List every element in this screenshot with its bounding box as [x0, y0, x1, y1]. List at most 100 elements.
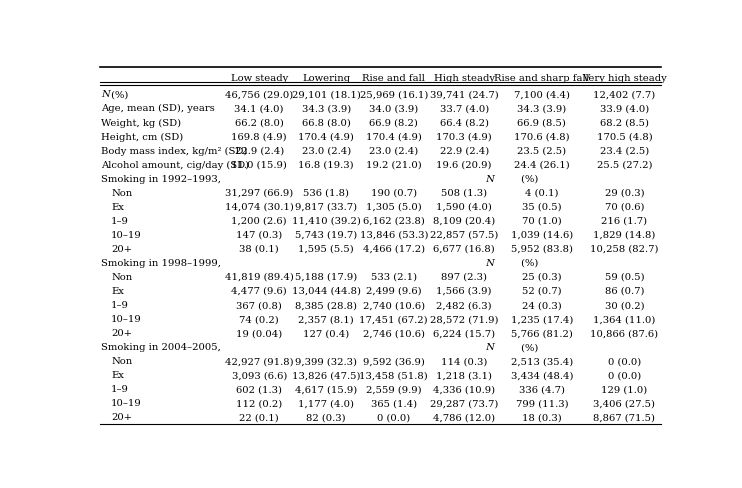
- Text: 74 (0.2): 74 (0.2): [240, 314, 279, 324]
- Text: 2,559 (9.9): 2,559 (9.9): [366, 385, 421, 393]
- Text: 5,766 (81.2): 5,766 (81.2): [511, 328, 573, 337]
- Text: 13,044 (44.8): 13,044 (44.8): [292, 286, 361, 295]
- Text: 9,399 (32.3): 9,399 (32.3): [295, 357, 357, 366]
- Text: 24.4 (26.1): 24.4 (26.1): [514, 160, 570, 169]
- Text: 22,857 (57.5): 22,857 (57.5): [430, 230, 499, 239]
- Text: 3,093 (6.6): 3,093 (6.6): [232, 370, 287, 380]
- Text: 66.8 (8.0): 66.8 (8.0): [302, 118, 351, 127]
- Text: 13,826 (47.5): 13,826 (47.5): [292, 370, 361, 380]
- Text: 10,866 (87.6): 10,866 (87.6): [591, 328, 658, 337]
- Text: 23.5 (2.5): 23.5 (2.5): [517, 146, 566, 155]
- Text: 13,458 (51.8): 13,458 (51.8): [359, 370, 428, 380]
- Text: 23.0 (2.4): 23.0 (2.4): [370, 146, 418, 155]
- Text: 129 (1.0): 129 (1.0): [601, 385, 648, 393]
- Text: 29,101 (18.1): 29,101 (18.1): [292, 90, 361, 99]
- Text: 46,756 (29.0): 46,756 (29.0): [225, 90, 293, 99]
- Text: 1,305 (5.0): 1,305 (5.0): [366, 203, 421, 211]
- Text: 24 (0.3): 24 (0.3): [522, 301, 562, 309]
- Text: 18 (0.3): 18 (0.3): [522, 412, 562, 422]
- Text: Non: Non: [111, 272, 132, 282]
- Text: 2,513 (35.4): 2,513 (35.4): [510, 357, 573, 366]
- Text: 1,829 (14.8): 1,829 (14.8): [593, 230, 656, 239]
- Text: 23.4 (2.5): 23.4 (2.5): [600, 146, 649, 155]
- Text: 33.7 (4.0): 33.7 (4.0): [439, 104, 489, 113]
- Text: 367 (0.8): 367 (0.8): [236, 301, 282, 309]
- Text: Body mass index, kg/m² (SD): Body mass index, kg/m² (SD): [101, 146, 247, 155]
- Text: 42,927 (91.8): 42,927 (91.8): [225, 357, 294, 366]
- Text: Rise and sharp fall: Rise and sharp fall: [494, 73, 589, 82]
- Text: 2,357 (8.1): 2,357 (8.1): [298, 314, 354, 324]
- Text: Non: Non: [111, 188, 132, 197]
- Text: High steady: High steady: [434, 73, 495, 82]
- Text: 508 (1.3): 508 (1.3): [441, 188, 487, 197]
- Text: 38 (0.1): 38 (0.1): [240, 244, 279, 253]
- Text: 30 (0.2): 30 (0.2): [605, 301, 644, 309]
- Text: Lowering: Lowering: [302, 73, 350, 82]
- Text: 1,590 (4.0): 1,590 (4.0): [436, 203, 492, 211]
- Text: 34.0 (3.9): 34.0 (3.9): [370, 104, 418, 113]
- Text: 20+: 20+: [111, 328, 132, 337]
- Text: 1,218 (3.1): 1,218 (3.1): [436, 370, 492, 380]
- Text: N: N: [483, 343, 495, 351]
- Text: N: N: [483, 174, 495, 183]
- Text: 170.3 (4.9): 170.3 (4.9): [436, 132, 492, 141]
- Text: 127 (0.4): 127 (0.4): [303, 328, 349, 337]
- Text: 35 (0.5): 35 (0.5): [522, 203, 562, 211]
- Text: 10,258 (82.7): 10,258 (82.7): [590, 244, 659, 253]
- Text: 20+: 20+: [111, 412, 132, 422]
- Text: 1,235 (17.4): 1,235 (17.4): [510, 314, 573, 324]
- Text: 23.0 (2.4): 23.0 (2.4): [301, 146, 351, 155]
- Text: 799 (11.3): 799 (11.3): [516, 399, 568, 407]
- Text: 10–19: 10–19: [111, 399, 142, 407]
- Text: 3,434 (48.4): 3,434 (48.4): [510, 370, 573, 380]
- Text: 11,410 (39.2): 11,410 (39.2): [292, 216, 361, 225]
- Text: 59 (0.5): 59 (0.5): [605, 272, 644, 282]
- Text: 19 (0.04): 19 (0.04): [236, 328, 283, 337]
- Text: 9,817 (33.7): 9,817 (33.7): [295, 203, 358, 211]
- Text: 16.8 (19.3): 16.8 (19.3): [298, 160, 354, 169]
- Text: 336 (4.7): 336 (4.7): [519, 385, 565, 393]
- Text: Non: Non: [111, 357, 132, 366]
- Text: 13,846 (53.3): 13,846 (53.3): [360, 230, 428, 239]
- Text: 39,741 (24.7): 39,741 (24.7): [430, 90, 499, 99]
- Text: Smoking in 1992–1993,: Smoking in 1992–1993,: [101, 174, 224, 183]
- Text: 28,572 (71.9): 28,572 (71.9): [430, 314, 499, 324]
- Text: 52 (0.7): 52 (0.7): [522, 286, 562, 295]
- Text: 5,188 (17.9): 5,188 (17.9): [295, 272, 358, 282]
- Text: 17,451 (67.2): 17,451 (67.2): [359, 314, 428, 324]
- Text: 147 (0.3): 147 (0.3): [236, 230, 283, 239]
- Text: Rise and fall: Rise and fall: [362, 73, 425, 82]
- Text: 536 (1.8): 536 (1.8): [303, 188, 349, 197]
- Text: 533 (2.1): 533 (2.1): [371, 272, 417, 282]
- Text: 25,969 (16.1): 25,969 (16.1): [360, 90, 428, 99]
- Text: (%): (%): [108, 90, 128, 99]
- Text: 897 (2.3): 897 (2.3): [441, 272, 487, 282]
- Text: Ex: Ex: [111, 203, 124, 211]
- Text: 112 (0.2): 112 (0.2): [236, 399, 283, 407]
- Text: 14,074 (30.1): 14,074 (30.1): [225, 203, 294, 211]
- Text: 12,402 (7.7): 12,402 (7.7): [594, 90, 655, 99]
- Text: 34.1 (4.0): 34.1 (4.0): [234, 104, 284, 113]
- Text: 11.0 (15.9): 11.0 (15.9): [232, 160, 287, 169]
- Text: 2,740 (10.6): 2,740 (10.6): [363, 301, 425, 309]
- Text: 2,746 (10.6): 2,746 (10.6): [363, 328, 424, 337]
- Text: Height, cm (SD): Height, cm (SD): [101, 132, 183, 142]
- Text: 4,336 (10.9): 4,336 (10.9): [433, 385, 496, 393]
- Text: N: N: [483, 258, 495, 267]
- Text: 1,177 (4.0): 1,177 (4.0): [298, 399, 354, 407]
- Text: 66.9 (8.2): 66.9 (8.2): [370, 118, 418, 127]
- Text: 10–19: 10–19: [111, 314, 142, 324]
- Text: 34.3 (3.9): 34.3 (3.9): [301, 104, 351, 113]
- Text: N: N: [101, 90, 110, 99]
- Text: Smoking in 2004–2005,: Smoking in 2004–2005,: [101, 343, 224, 351]
- Text: 1,566 (3.9): 1,566 (3.9): [436, 286, 492, 295]
- Text: 4,617 (15.9): 4,617 (15.9): [295, 385, 358, 393]
- Text: 29,287 (73.7): 29,287 (73.7): [430, 399, 499, 407]
- Text: 6,162 (23.8): 6,162 (23.8): [363, 216, 424, 225]
- Text: 5,743 (19.7): 5,743 (19.7): [295, 230, 358, 239]
- Text: 25 (0.3): 25 (0.3): [522, 272, 562, 282]
- Text: 0 (0.0): 0 (0.0): [608, 370, 641, 380]
- Text: 41,819 (89.4): 41,819 (89.4): [225, 272, 294, 282]
- Text: 3,406 (27.5): 3,406 (27.5): [594, 399, 655, 407]
- Text: 602 (1.3): 602 (1.3): [236, 385, 282, 393]
